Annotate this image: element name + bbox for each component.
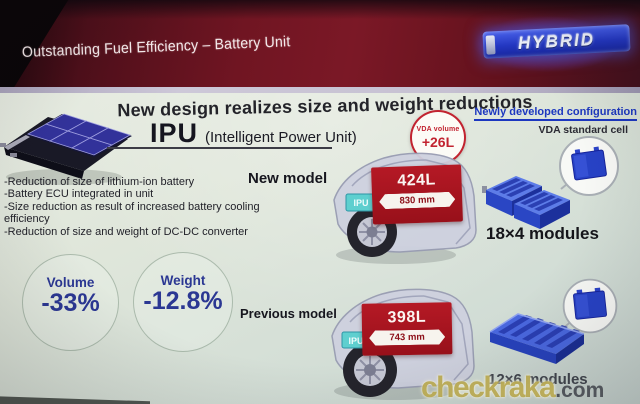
vda-cell-label: VDA standard cell: [538, 124, 628, 136]
modules-count-previous: 12×6 modules: [488, 371, 588, 388]
watermark-tld: .com: [555, 379, 605, 402]
ipu-screen-tag: IPU: [353, 198, 368, 208]
stat-value: -12.8%: [143, 287, 223, 315]
badge-end-cap: [485, 35, 496, 55]
stat-value: -33%: [41, 289, 100, 317]
bullet-item: -Reduction of size and weight of DC-DC c…: [4, 225, 248, 238]
ipu-full-name: (Intelligent Power Unit): [205, 129, 357, 146]
stat-label: Volume: [46, 275, 95, 290]
ipu-abbr: IPU: [150, 118, 199, 148]
capacity-box-previous: 398L 743 mm: [361, 302, 453, 356]
new-model-label: New model: [248, 170, 328, 187]
bullet-item: -Size reduction as result of increased b…: [4, 200, 260, 226]
divider-strip: [0, 87, 640, 93]
ipu-screen-tag: IPU: [348, 336, 363, 346]
vda-cell-icon-previous: [562, 278, 618, 334]
ipu-heading: IPU (Intelligent Power Unit): [150, 118, 357, 149]
capacity-value-new: 424L: [396, 171, 437, 190]
bullet-list: -Reduction of size of lithium-ion batter…: [4, 176, 304, 238]
ipu-battery-image: [0, 113, 132, 185]
modules-count-new: 18×4 modules: [486, 224, 599, 243]
config-heading: Newly developed configuration: [474, 106, 637, 121]
watermark-brand: checkraka: [421, 371, 556, 404]
weight-stat-circle: Weight -12.8%: [133, 252, 233, 352]
battery-module-image-new: [482, 176, 570, 229]
volume-stat-circle: Volume -33%: [22, 254, 119, 351]
width-dimension-new: 830 mm: [379, 192, 455, 210]
watermark: checkraka .com: [421, 371, 604, 404]
previous-model-label: Previous model: [240, 306, 337, 321]
stat-label: Weight: [160, 273, 206, 288]
capacity-value-previous: 398L: [387, 308, 427, 327]
photo-edge-shadow: [0, 396, 150, 404]
vda-cell-icon-new: [559, 136, 619, 196]
ipu-underline: [107, 147, 332, 149]
hybrid-badge-label: HYBRID: [517, 29, 596, 53]
vda-volume-label: VDA volume: [416, 125, 460, 133]
bullet-item: -Reduction of size of lithium-ion batter…: [4, 176, 195, 188]
width-dimension-previous: 743 mm: [369, 329, 445, 345]
vda-volume-value: +26L: [421, 133, 455, 150]
battery-module-image-previous: [489, 313, 585, 364]
bullet-item: -Battery ECU integrated in unit: [4, 188, 154, 201]
capacity-box-new: 424L 830 mm: [371, 164, 463, 225]
